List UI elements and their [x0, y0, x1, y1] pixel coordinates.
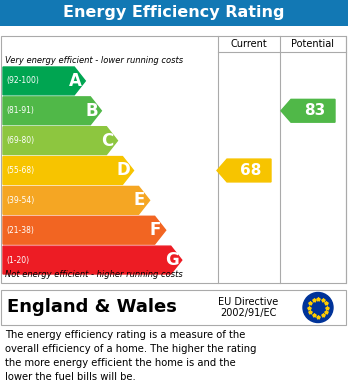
- Polygon shape: [217, 159, 271, 182]
- Text: (21-38): (21-38): [6, 226, 34, 235]
- Text: C: C: [101, 132, 113, 150]
- Polygon shape: [3, 97, 101, 125]
- Polygon shape: [3, 216, 166, 244]
- Text: Potential: Potential: [292, 39, 334, 49]
- Polygon shape: [3, 156, 134, 185]
- Text: B: B: [85, 102, 98, 120]
- Text: Energy Efficiency Rating: Energy Efficiency Rating: [63, 5, 285, 20]
- Text: A: A: [69, 72, 82, 90]
- Text: (69-80): (69-80): [6, 136, 34, 145]
- Text: (55-68): (55-68): [6, 166, 34, 175]
- Text: The energy efficiency rating is a measure of the
overall efficiency of a home. T: The energy efficiency rating is a measur…: [5, 330, 256, 382]
- Polygon shape: [3, 127, 117, 154]
- Text: Very energy efficient - lower running costs: Very energy efficient - lower running co…: [5, 56, 183, 65]
- Text: (1-20): (1-20): [6, 256, 29, 265]
- Polygon shape: [3, 67, 85, 95]
- Text: E: E: [134, 191, 145, 209]
- Circle shape: [303, 292, 333, 323]
- Polygon shape: [3, 246, 182, 274]
- Text: (39-54): (39-54): [6, 196, 34, 205]
- Text: (81-91): (81-91): [6, 106, 34, 115]
- Text: F: F: [150, 221, 161, 239]
- Polygon shape: [3, 187, 150, 214]
- Text: 68: 68: [240, 163, 262, 178]
- Text: EU Directive
2002/91/EC: EU Directive 2002/91/EC: [218, 297, 278, 318]
- Text: England & Wales: England & Wales: [7, 298, 177, 316]
- Text: D: D: [117, 161, 130, 179]
- Text: (92-100): (92-100): [6, 76, 39, 85]
- Text: 83: 83: [304, 103, 326, 118]
- Text: Current: Current: [231, 39, 267, 49]
- Bar: [0, 0, 348, 26]
- Bar: [1, 36, 346, 283]
- Bar: [1, 290, 346, 325]
- Text: Not energy efficient - higher running costs: Not energy efficient - higher running co…: [5, 270, 183, 279]
- Polygon shape: [281, 99, 335, 122]
- Text: G: G: [165, 251, 179, 269]
